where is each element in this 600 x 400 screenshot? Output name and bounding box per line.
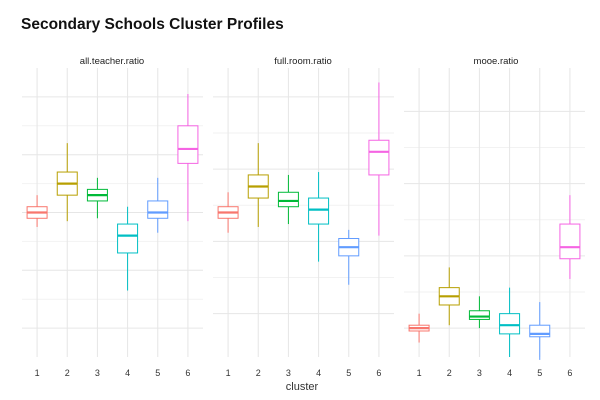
facet-label: full.room.ratio [274,56,332,67]
x-tick-label: 1 [417,368,422,378]
box-iqr [368,139,390,176]
box-iqr [559,223,581,260]
box-cluster-3 [468,296,490,329]
box-cluster-3 [277,174,299,225]
x-tick-label: 3 [286,368,291,378]
x-tick-label: 2 [447,368,452,378]
box-cluster-1 [408,313,430,343]
facet-label: mooe.ratio [474,56,519,67]
x-tick-label: 6 [185,368,190,378]
x-tick-label: 6 [376,368,381,378]
x-tick-label: 5 [155,368,160,378]
facet-panels: all.teacher.ratio 1 2 3 4 5 6 full.room.ratio 1 2… [22,56,585,378]
box-cluster-2 [438,267,460,326]
x-tick-label: 6 [567,368,572,378]
box-cluster-3 [86,177,108,219]
box-cluster-2 [56,143,78,222]
box-cluster-4 [499,287,521,357]
box-iqr [177,125,199,164]
box-cluster-1 [26,195,48,227]
x-tick-label: 4 [316,368,321,378]
box-iqr [468,310,490,320]
box-cluster-1 [217,192,239,233]
box-cluster-4 [308,172,330,262]
x-tick-label: 2 [256,368,261,378]
box-iqr [499,313,521,335]
x-tick-label: 5 [346,368,351,378]
box-cluster-6 [368,82,390,236]
chart-title: Secondary Schools Cluster Profiles [21,16,284,33]
box-iqr [117,223,139,254]
x-tick-label: 4 [125,368,130,378]
box-iqr [529,324,551,338]
x-tick-label: 4 [507,368,512,378]
box-iqr [277,191,299,208]
x-tick-label: 1 [35,368,40,378]
box-cluster-5 [529,302,551,360]
box-cluster-5 [147,177,169,233]
x-tick-label: 3 [95,368,100,378]
box-cluster-4 [117,206,139,291]
x-tick-label: 3 [477,368,482,378]
facet-full.room.ratio: full.room.ratio 1 2 3 4 5 6 [213,56,394,378]
x-tick-label: 5 [537,368,542,378]
facet-all.teacher.ratio: all.teacher.ratio 1 2 3 4 5 6 [22,56,203,378]
x-axis-label: cluster [286,381,319,393]
x-tick-label: 2 [65,368,70,378]
box-cluster-6 [559,195,581,279]
box-cluster-2 [247,143,269,227]
facet-mooe.ratio: mooe.ratio 1 2 3 4 5 6 [404,56,585,378]
box-iqr [308,197,330,225]
x-tick-label: 1 [226,368,231,378]
box-iqr [147,200,169,219]
box-cluster-5 [338,229,360,285]
facet-label: all.teacher.ratio [80,56,144,67]
box-cluster-6 [177,94,199,222]
